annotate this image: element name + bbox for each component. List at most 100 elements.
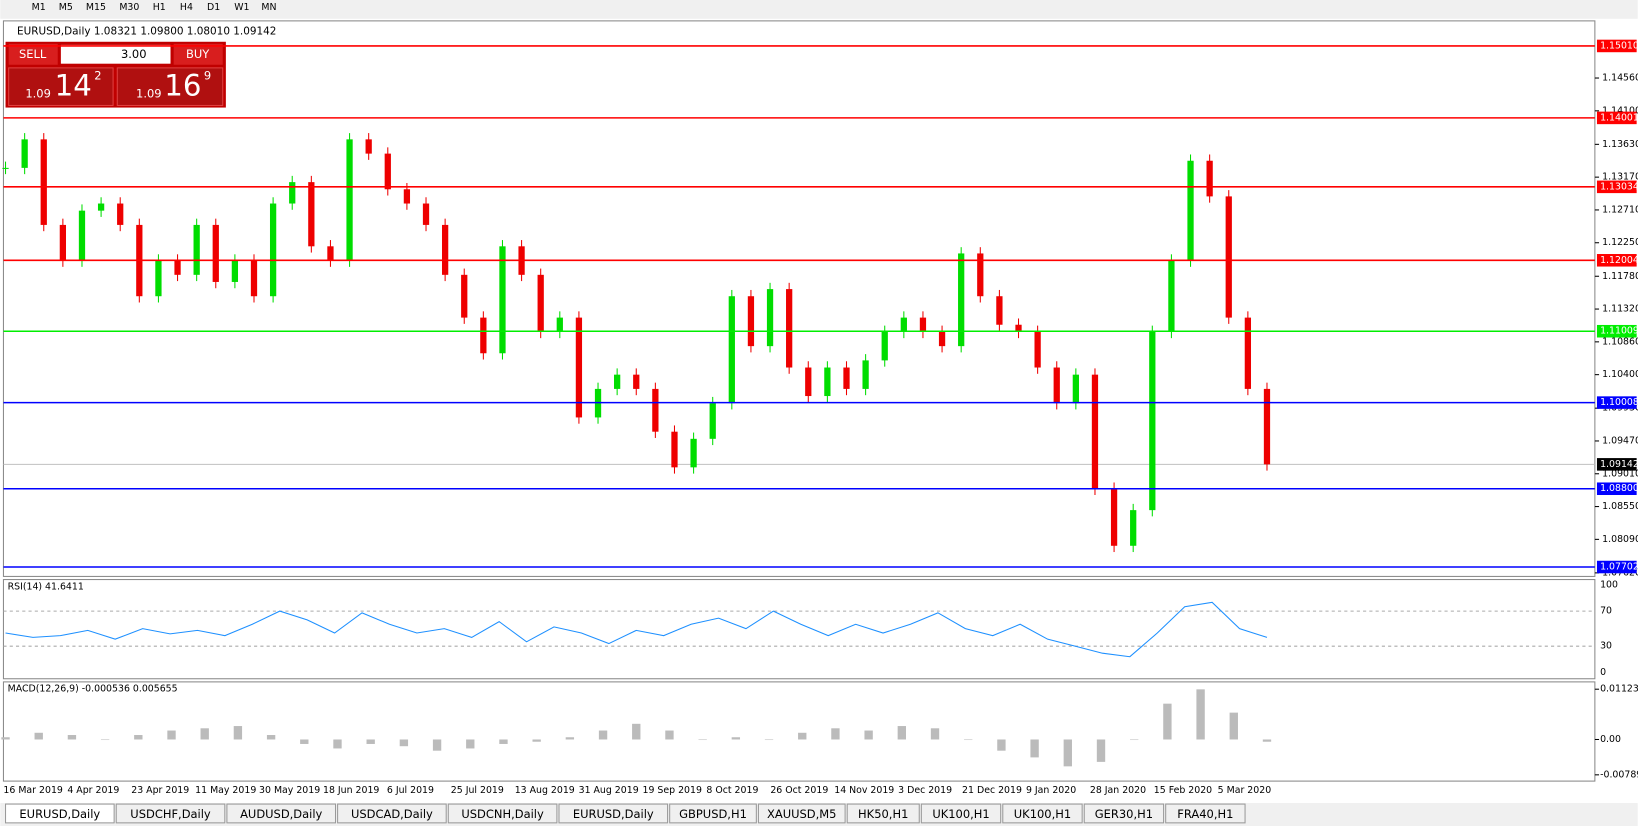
macd-pane xyxy=(2,681,1596,782)
macd-bar xyxy=(964,739,973,741)
sell-label[interactable]: SELL xyxy=(19,47,47,61)
tab[interactable] xyxy=(5,803,115,824)
candle-body xyxy=(403,189,411,204)
sell-price[interactable] xyxy=(8,67,114,106)
candle-body xyxy=(212,224,219,282)
tab-label[interactable]: USDCHF,Daily xyxy=(130,807,211,821)
candle-body xyxy=(671,431,678,468)
tab-label[interactable]: USDCNH,Daily xyxy=(461,807,544,821)
macd-bar xyxy=(1,737,10,740)
tab-label[interactable]: USDCAD,Daily xyxy=(351,807,433,821)
candle-body xyxy=(269,203,277,297)
date-label: 5 Mar 2020 xyxy=(1218,785,1272,796)
tab[interactable] xyxy=(558,803,669,824)
period-button[interactable]: W1 xyxy=(234,2,249,13)
period-button[interactable]: M30 xyxy=(119,2,139,13)
candle-body xyxy=(1206,160,1213,197)
price-label: 1.09470 xyxy=(1602,435,1638,446)
candle-body xyxy=(365,139,372,154)
rsi-pane xyxy=(2,579,1596,680)
candle-body xyxy=(977,253,984,297)
candle-body xyxy=(1110,488,1118,546)
candle-body xyxy=(766,289,774,347)
period-button[interactable]: M15 xyxy=(86,2,106,13)
tab[interactable] xyxy=(757,803,846,824)
tab-label[interactable]: GER30,H1 xyxy=(1095,807,1153,821)
candle-body xyxy=(231,260,239,282)
tab[interactable] xyxy=(846,803,920,824)
macd-bar xyxy=(399,739,409,747)
tab-label[interactable]: UK100,H1 xyxy=(932,807,989,821)
candle-body xyxy=(78,210,86,261)
buy-price[interactable] xyxy=(116,67,224,106)
buy-label[interactable]: BUY xyxy=(186,47,210,61)
period-button[interactable]: M1 xyxy=(32,2,46,13)
tab[interactable] xyxy=(1002,803,1083,824)
price-label: 1.10400 xyxy=(1602,369,1638,380)
tab-label[interactable]: HK50,H1 xyxy=(858,807,908,821)
period-button[interactable]: MN xyxy=(261,2,276,13)
macd-bar xyxy=(665,730,674,740)
tab[interactable] xyxy=(920,803,1002,824)
tab-label[interactable]: FRA40,H1 xyxy=(1177,807,1233,821)
tab[interactable] xyxy=(447,803,558,824)
candle-body xyxy=(21,139,28,168)
candle-body xyxy=(1149,331,1156,511)
price-label: 1.08090 xyxy=(1602,534,1638,545)
candle-body xyxy=(1034,331,1041,368)
macd-bar xyxy=(1096,739,1106,762)
tab-label[interactable]: UK100,H1 xyxy=(1014,807,1071,821)
price-pane xyxy=(2,20,1596,577)
candle-body xyxy=(40,139,47,225)
tab[interactable] xyxy=(337,803,447,824)
candle-body xyxy=(900,317,907,332)
macd-bar xyxy=(731,737,741,740)
lots-input[interactable] xyxy=(60,44,171,64)
lots-value[interactable]: 3.00 xyxy=(121,47,147,61)
date-label: 19 Sep 2019 xyxy=(643,785,702,796)
price-label: 1.08550 xyxy=(1602,501,1638,512)
macd-bar xyxy=(1163,703,1172,740)
period-button[interactable]: M5 xyxy=(59,2,73,13)
candle-body xyxy=(174,260,181,275)
period-button[interactable]: H1 xyxy=(153,2,166,13)
price-label: 1.14560 xyxy=(1602,73,1638,84)
macd-bar xyxy=(67,735,77,740)
candle-body xyxy=(633,374,640,389)
macd-bar xyxy=(366,739,375,744)
tab-label[interactable]: EURUSD,Daily xyxy=(19,807,100,821)
candle-body xyxy=(556,317,563,332)
date-label: 30 May 2019 xyxy=(259,785,320,796)
tab-label[interactable]: EURUSD,Daily xyxy=(573,807,654,821)
candle-body xyxy=(155,260,162,297)
tab[interactable] xyxy=(669,803,757,824)
level-box xyxy=(1596,180,1637,194)
sell-button[interactable] xyxy=(8,43,58,65)
tab[interactable] xyxy=(226,803,337,824)
candle-body xyxy=(1130,510,1137,546)
period-button[interactable]: H4 xyxy=(180,2,193,13)
macd-bar xyxy=(565,737,575,740)
candle-body xyxy=(958,253,965,347)
candle-body xyxy=(97,203,105,211)
tab[interactable] xyxy=(115,803,226,824)
tab-label[interactable]: XAUUSD,M5 xyxy=(767,807,836,821)
tab[interactable] xyxy=(1083,803,1165,824)
tab-label[interactable]: AUDUSD,Daily xyxy=(240,807,322,821)
macd-bar xyxy=(698,739,707,741)
candle-body xyxy=(327,246,334,261)
candle-body xyxy=(422,203,430,225)
period-button[interactable]: D1 xyxy=(207,2,220,13)
macd-bar xyxy=(333,739,342,749)
tab[interactable] xyxy=(1165,803,1246,824)
buy-button[interactable] xyxy=(173,43,223,65)
macd-tick: 0.00 xyxy=(1600,734,1621,745)
tab-label[interactable]: GBPUSD,H1 xyxy=(679,807,747,821)
date-label: 28 Jan 2020 xyxy=(1090,785,1146,796)
level-box xyxy=(1596,324,1637,338)
price-label: 1.11320 xyxy=(1602,304,1638,315)
macd-bar xyxy=(1030,739,1039,758)
rsi-tick: 30 xyxy=(1600,641,1612,652)
macd-label: MACD(12,26,9) -0.000536 0.005655 xyxy=(8,684,178,695)
level-label: 1.08800 xyxy=(1600,483,1638,494)
